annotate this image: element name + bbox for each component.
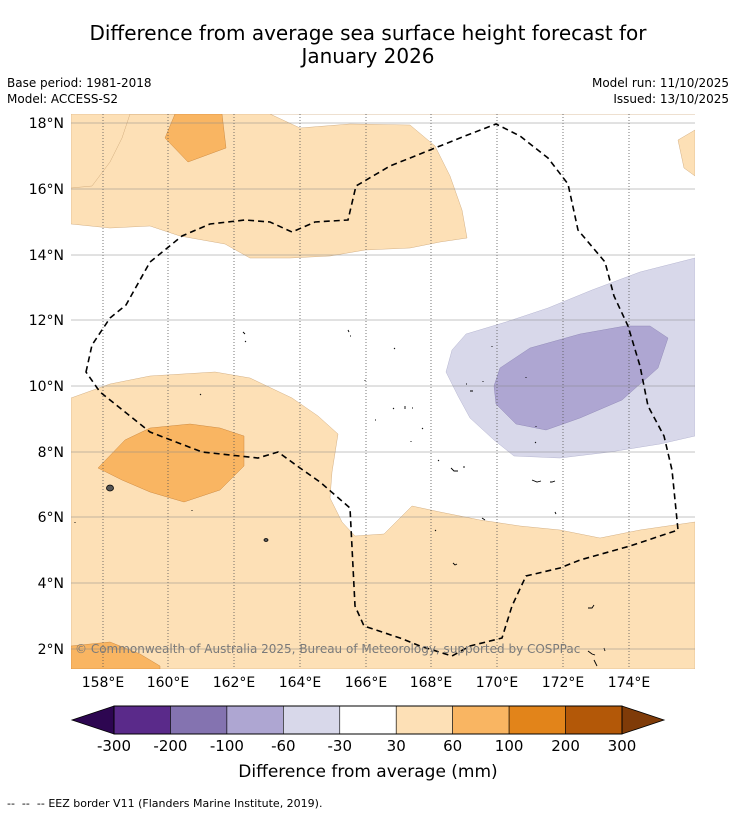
lat-label: 16°N: [29, 182, 64, 198]
lat-label: 10°N: [29, 379, 64, 395]
contour-east-minus60: [493, 325, 669, 431]
gridlines: [102, 114, 630, 669]
colorbar-tick-label: -60: [271, 737, 296, 755]
colorbar-tick-label: 100: [495, 737, 524, 755]
colorbar-cell: [226, 705, 284, 735]
lat-label: 2°N: [38, 642, 64, 658]
lat-gridlines: [71, 122, 695, 650]
lon-label: 166°E: [345, 675, 388, 691]
map: © Commonwealth of Australia 2025, Bureau…: [29, 114, 695, 691]
island-specks: [74, 329, 606, 667]
colorbar-cells: [113, 705, 623, 735]
eez-border: [85, 123, 679, 657]
colorbar-cell: [339, 705, 397, 735]
lat-label: 8°N: [38, 445, 64, 461]
contour-north-60-100: [164, 114, 227, 163]
colorbar-cell: [508, 705, 566, 735]
colorbar-cell: [395, 705, 453, 735]
colorbar-high-extend: [621, 705, 666, 735]
lon-label: 174°E: [608, 675, 651, 691]
contour-west-60-100: [97, 423, 245, 503]
colorbar-cell: [565, 705, 623, 735]
lat-label: 12°N: [29, 313, 64, 329]
colorbar-tick-label: -100: [210, 737, 244, 755]
colorbar-cell: [283, 705, 341, 735]
meta-right: Model run: 11/10/2025 Issued: 13/10/2025: [592, 75, 729, 107]
contour-northeast-patch: [677, 129, 695, 177]
colorbar-frame: [113, 705, 623, 735]
model-run: Model run: 11/10/2025: [591, 76, 729, 90]
island-blobs: [106, 484, 269, 542]
contour-north-30-60: [71, 114, 695, 259]
colorbar-cell: [452, 705, 510, 735]
chart-title-line2: January 2026: [301, 44, 435, 68]
colorbar-ticks: -300 -200 -100 -60 -30 30 60 100 200 300: [97, 737, 636, 755]
lon-label: 160°E: [147, 675, 190, 691]
colorbar-tick-label: -200: [153, 737, 187, 755]
chart-title-line1: Difference from average sea surface heig…: [89, 21, 647, 45]
colorbar: -300 -200 -100 -60 -30 30 60 100 200 300: [70, 705, 666, 755]
colorbar-cell: [170, 705, 228, 735]
colorbar-tick-label: 300: [608, 737, 637, 755]
lat-label: 18°N: [29, 116, 64, 132]
lon-label: 164°E: [279, 675, 322, 691]
lat-axis-labels: 18°N 16°N 14°N 12°N 10°N 8°N 6°N 4°N 2°N: [29, 116, 64, 658]
lon-label: 158°E: [82, 675, 125, 691]
lon-label: 168°E: [410, 675, 453, 691]
lon-axis-labels: 158°E 160°E 162°E 164°E 166°E 168°E 170°…: [82, 675, 651, 691]
eez-legend-dash-icon: -- -- --: [7, 797, 45, 810]
colorbar-tick-label: -300: [97, 737, 131, 755]
meta-left: Base period: 1981-2018 Model: ACCESS-S2: [7, 75, 152, 107]
lat-label: 14°N: [29, 248, 64, 264]
colorbar-cell: [113, 705, 171, 735]
colorbar-tick-label: -30: [328, 737, 353, 755]
lat-label: 4°N: [38, 576, 64, 592]
colorbar-low-extend: [70, 705, 115, 735]
lon-label: 170°E: [476, 675, 519, 691]
lon-label: 162°E: [213, 675, 256, 691]
model-name: Model: ACCESS-S2: [7, 92, 119, 106]
contour-north-west-edge: [71, 114, 180, 189]
lat-label: 6°N: [38, 510, 64, 526]
chart-title: Difference from average sea surface heig…: [0, 22, 736, 68]
colorbar-tick-label: 60: [443, 737, 462, 755]
base-period: Base period: 1981-2018: [7, 76, 152, 90]
copyright-notice: © Commonwealth of Australia 2025, Bureau…: [75, 642, 580, 656]
eez-legend: -- -- -- EEZ border V11 (Flanders Marine…: [7, 797, 322, 810]
eez-legend-text: EEZ border V11 (Flanders Marine Institut…: [48, 797, 323, 810]
issued-date: Issued: 13/10/2025: [613, 92, 729, 106]
colorbar-label: Difference from average (mm): [238, 762, 498, 782]
colorbar-tick-label: 30: [387, 737, 406, 755]
colorbar-tick-label: 200: [551, 737, 580, 755]
lon-label: 172°E: [542, 675, 585, 691]
